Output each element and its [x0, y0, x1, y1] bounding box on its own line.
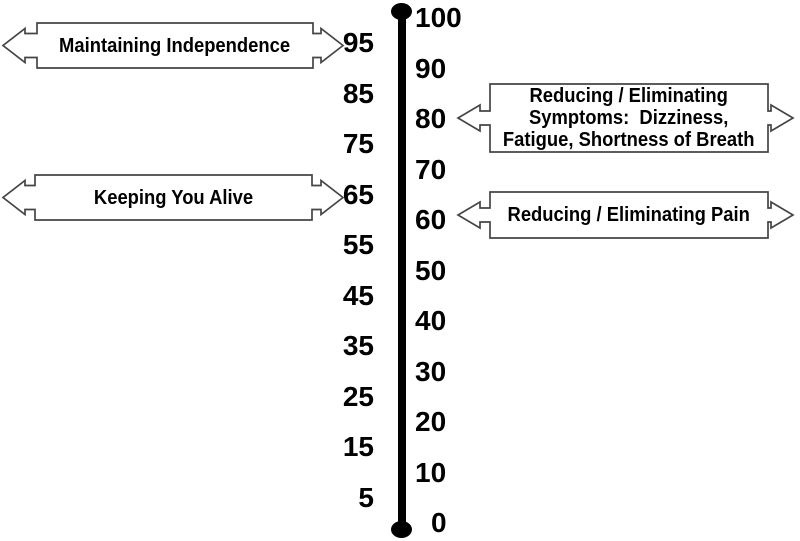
tick-label-50: 50 — [415, 255, 447, 286]
tick-label-95: 95 — [342, 27, 374, 58]
tick-label-45: 45 — [342, 280, 374, 311]
tick-label-65: 65 — [342, 179, 374, 210]
callout-reducing-symptoms: Reducing / Eliminating Symptoms: Dizzine… — [456, 83, 795, 153]
tick-label-60: 60 — [415, 204, 447, 235]
callout-label-area: Keeping You Alive — [35, 175, 312, 220]
left-right-arrow-shape — [456, 83, 795, 153]
tick-label-85: 85 — [342, 78, 374, 109]
tick-label-30: 30 — [415, 356, 447, 387]
tick-label-35: 35 — [342, 330, 374, 361]
tick-label-15: 15 — [342, 431, 374, 462]
tick-label-100: 100 — [415, 2, 462, 33]
tick-label-70: 70 — [415, 154, 447, 185]
tick-label-20: 20 — [415, 406, 447, 437]
left-right-arrow-shape — [1, 174, 345, 221]
callout-label-area: Reducing / Eliminating Pain — [490, 192, 768, 238]
tick-label-10: 10 — [415, 457, 447, 488]
tick-label-5: 5 — [358, 482, 374, 513]
callout-label: Reducing / Eliminating Pain — [507, 204, 751, 226]
callout-label: Maintaining Independence — [59, 34, 291, 57]
scale-line — [398, 10, 406, 530]
scale-bottom-dot — [391, 521, 412, 538]
callout-label: Reducing / Eliminating Symptoms: Dizzine… — [503, 85, 755, 151]
tick-label-25: 25 — [342, 381, 374, 412]
tick-label-90: 90 — [415, 53, 447, 84]
callout-label-area: Maintaining Independence — [37, 23, 313, 68]
tick-label-75: 75 — [342, 128, 374, 159]
callout-maintaining-independence: Maintaining Independence — [1, 22, 345, 69]
callout-label: Keeping You Alive — [93, 186, 254, 209]
callout-label-area: Reducing / Eliminating Symptoms: Dizzine… — [490, 84, 768, 152]
tick-label-80: 80 — [415, 103, 447, 134]
tick-label-0: 0 — [431, 507, 447, 538]
tick-label-40: 40 — [415, 305, 447, 336]
scale-top-dot — [391, 3, 412, 20]
callout-reducing-pain: Reducing / Eliminating Pain — [456, 191, 795, 239]
callout-keeping-you-alive: Keeping You Alive — [1, 174, 345, 221]
left-right-arrow-shape — [456, 191, 795, 239]
tick-label-55: 55 — [342, 229, 374, 260]
left-right-arrow-shape — [1, 22, 345, 69]
